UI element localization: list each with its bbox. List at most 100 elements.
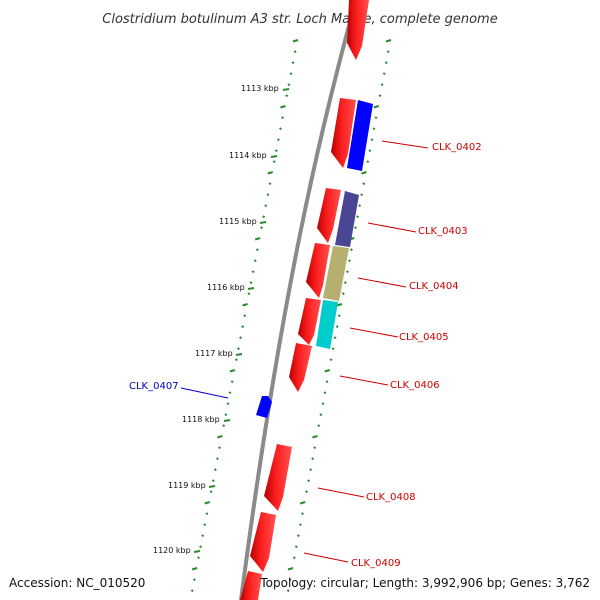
scale-tick [282,88,290,91]
gene-label-clk-0406[interactable]: CLK_0406 [390,380,440,391]
gc-tick-left [264,204,268,208]
gc-tick-right [384,61,388,65]
leader-line-clk-0405 [349,327,399,338]
gc-tick-left [251,270,255,274]
gc-tick-right [373,105,380,109]
gc-tick-right [299,501,306,505]
gc-tick-right [385,39,392,43]
gc-tick-right [331,347,335,351]
gc-tick-right [374,116,378,120]
gc-tick-right [378,94,382,98]
gc-tick-right [307,479,311,483]
scale-tick [223,419,231,422]
forward-genes [240,0,369,600]
gc-tick-right [358,204,362,208]
gc-tick-left [242,303,248,307]
gc-tick-right [298,523,302,527]
gc-tick-right [323,391,327,395]
gc-tick-left [254,237,261,241]
gc-tick-left [279,127,282,131]
scale-tick [247,287,255,290]
scale-label: 1115 kbp [219,217,257,226]
gene-label-clk-0408[interactable]: CLK_0408 [366,492,416,503]
leader-line-clk-0403 [367,222,417,233]
gene-label-clk-0404[interactable]: CLK_0404 [409,281,459,292]
gc-tick-left [253,259,257,263]
gc-skew-right-track [286,39,392,593]
gene-label-clk-0402[interactable]: CLK_0402 [432,142,482,153]
gc-tick-left [211,479,215,483]
leader-line-clk-0406 [339,375,389,386]
gc-tick-left [247,292,251,296]
gc-tick-right [350,248,353,252]
gc-tick-right [333,336,337,340]
gc-tick-left [234,358,238,362]
gene-block-clk-0405 [316,300,338,349]
gc-tick-right [336,303,343,307]
genome-summary-text: Topology: circular; Length: 3,992,906 bp… [260,576,590,590]
gc-tick-right [287,567,294,571]
gene-label-clk-0405[interactable]: CLK_0405 [399,332,449,343]
gc-tick-left [287,83,291,87]
gene-label-clk-0407[interactable]: CLK_0407 [129,381,179,392]
gc-tick-right [313,446,317,450]
gc-tick-left [266,193,270,197]
gc-tick-left [243,314,247,318]
gc-tick-right [325,380,329,384]
gene-arrow [289,343,312,392]
gc-tick-right [380,83,384,87]
gc-tick-right [288,578,292,582]
scale-tick [259,221,267,224]
gene-arrow [298,298,321,345]
gc-tick-right [321,402,325,406]
gene-arrow [347,0,369,60]
gene-block-clk-0402 [347,100,373,171]
gc-tick-left [241,325,245,329]
gc-tick-left [226,402,230,406]
gc-tick-left [229,369,236,373]
gene-label-clk-0403[interactable]: CLK_0403 [418,226,468,237]
accession-text: Accession: NC_010520 [9,576,146,590]
gc-tick-right [370,138,374,142]
gc-tick-left [281,116,285,120]
gc-tick-left [262,215,266,219]
gc-tick-left [285,94,289,98]
gc-tick-left [255,248,259,252]
gc-tick-left [249,281,253,285]
gene-labels: CLK_0402 CLK_0403 CLK_0404 CLK_0405 CLK_… [129,142,482,569]
gc-tick-left [272,160,276,164]
scale-label: 1116 kbp [207,283,245,292]
map-title: Clostridium botulinum A3 str. Loch Maree… [102,12,497,27]
scale-tick [193,550,201,553]
gene-arrow [306,243,330,298]
gc-tick-left [292,39,299,43]
gc-tick-right [292,556,296,560]
gc-tick-right [356,215,360,219]
gc-tick-right [382,72,386,76]
gc-tick-left [190,589,194,593]
gc-tick-right [317,424,321,428]
gc-tick-right [286,589,290,593]
gc-tick-right [347,259,351,263]
leader-line-clk-0409 [303,552,349,563]
gc-tick-left [222,424,226,428]
gc-tick-left [268,182,272,186]
gc-tick-left [204,501,211,505]
gene-blocks [256,100,373,418]
gc-tick-left [267,171,274,175]
gc-tick-left [260,226,264,230]
gc-tick-right [311,457,315,461]
leader-line-clk-0402 [381,140,429,149]
label-leader-lines [180,140,429,563]
scale-label: 1120 kbp [153,546,191,555]
gene-block-clk-0407 [256,396,272,418]
gc-tick-right [319,413,323,417]
gc-tick-right [324,369,331,373]
gene-label-clk-0409[interactable]: CLK_0409 [351,558,401,569]
gc-tick-left [228,391,232,395]
gc-tick-right [368,149,372,153]
scale-tick [270,155,278,158]
gene-arrow [240,571,262,600]
gc-tick-right [345,270,349,274]
